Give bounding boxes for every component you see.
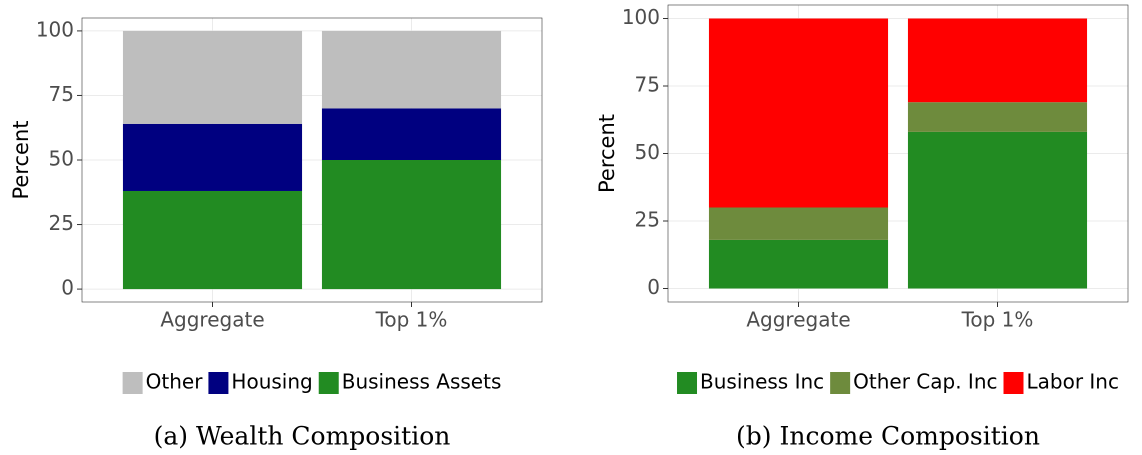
legend: Business Inc Other Cap. Inc Labor Inc [677, 370, 1119, 394]
y-tick-label: 0 [61, 276, 74, 300]
y-tick-label: 75 [49, 82, 74, 106]
legend-swatch [1003, 372, 1024, 394]
bar-segment [907, 18, 1088, 103]
legend: Other Housing Business Assets [122, 370, 502, 394]
legend-swatch [677, 372, 698, 394]
x-tick-label: Aggregate [746, 308, 850, 332]
bar-segment [321, 160, 502, 290]
panel-border [81, 17, 543, 303]
caption: (b) Income Composition [736, 422, 1040, 451]
legend-swatch [318, 372, 339, 394]
legend-label: Other Cap. Inc [853, 370, 997, 394]
y-tick-label: 0 [647, 275, 660, 299]
y-tick-label: 25 [49, 211, 74, 235]
bar-segment [708, 207, 889, 240]
bar-segment [708, 239, 889, 289]
bar-segment [122, 30, 303, 124]
bar-segment [122, 190, 303, 290]
bar-segment [122, 123, 303, 191]
legend-label: Other [146, 370, 204, 394]
x-tick-label: Aggregate [160, 308, 264, 332]
legend-swatch [208, 372, 229, 394]
x-tick-label: Top 1% [961, 308, 1034, 332]
x-tick-label: Top 1% [375, 308, 448, 332]
legend-label: Housing [231, 370, 312, 394]
y-tick-label: 50 [635, 140, 660, 164]
bar-segment [321, 30, 502, 109]
bar-segment [907, 131, 1088, 289]
y-tick-label: 25 [635, 208, 660, 232]
legend-swatch [122, 372, 143, 394]
bar-segment [708, 18, 889, 208]
y-tick-label: 100 [622, 5, 660, 29]
y-tick-label: 75 [635, 73, 660, 97]
legend-label: Labor Inc [1027, 370, 1119, 394]
legend-swatch [830, 372, 851, 394]
y-tick-label: 100 [36, 17, 74, 41]
y-axis-title: Percent [595, 114, 619, 193]
bar-segment [907, 102, 1088, 132]
panel-border [667, 4, 1129, 303]
y-axis-title: Percent [9, 120, 33, 199]
legend-label: Business Inc [700, 370, 824, 394]
caption: (a) Wealth Composition [154, 422, 451, 451]
y-tick-label: 50 [49, 147, 74, 171]
bar-segment [321, 108, 502, 160]
legend-label: Business Assets [342, 370, 502, 394]
